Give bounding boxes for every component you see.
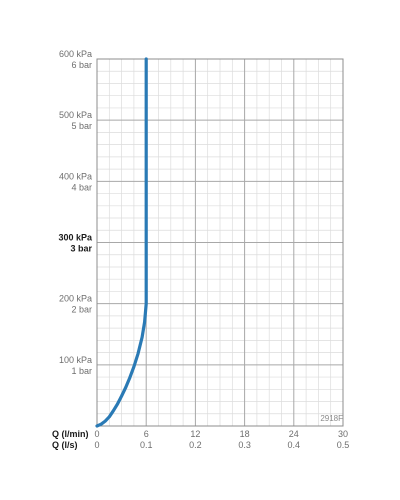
x-axis-tick-labels: 0 6 12 18 24 30 0 0.1 0.2 0.3 0.4 0.5 [94, 429, 349, 450]
plot-frame [96, 58, 344, 427]
x-tick-label-lpm: 30 [338, 429, 348, 439]
x-tick-label-lps: 0 [94, 440, 99, 450]
x-tick-label-lpm: 24 [289, 429, 299, 439]
chart-code-label: 2918F [320, 414, 343, 423]
y-tick-label-kpa: 400 kPa [59, 171, 92, 181]
y-tick-label-kpa: 300 kPa [58, 233, 93, 243]
y-tick-label-kpa: 200 kPa [59, 294, 92, 304]
x-tick-label-lpm: 12 [190, 429, 200, 439]
y-tick-label-bar: 5 bar [71, 121, 92, 131]
x-tick-label-lpm: 6 [144, 429, 149, 439]
y-tick-label-kpa: 600 kPa [59, 49, 92, 59]
y-tick-label-bar: 1 bar [71, 366, 92, 376]
y-tick-label-kpa: 500 kPa [59, 110, 92, 120]
y-tick-label-bar: 3 bar [70, 244, 92, 254]
x-axis-label-lpm: Q (l/min) [52, 429, 89, 439]
y-tick-label-kpa: 100 kPa [59, 355, 92, 365]
series-layer [95, 57, 148, 428]
y-tick-label-bar: 6 bar [71, 60, 92, 70]
x-tick-label-lps: 0.1 [140, 440, 153, 450]
y-tick-label-bar: 4 bar [71, 182, 92, 192]
x-tick-label-lps: 0.4 [288, 440, 301, 450]
x-tick-label-lps: 0.3 [238, 440, 251, 450]
x-tick-label-lpm: 18 [240, 429, 250, 439]
x-tick-label-lps: 0.5 [337, 440, 350, 450]
series-line [95, 57, 148, 428]
x-tick-label-lps: 0.2 [189, 440, 202, 450]
y-tick-label-bar: 2 bar [71, 305, 92, 315]
x-axis-label-lps: Q (l/s) [52, 440, 78, 450]
x-tick-label-lpm: 0 [94, 429, 99, 439]
